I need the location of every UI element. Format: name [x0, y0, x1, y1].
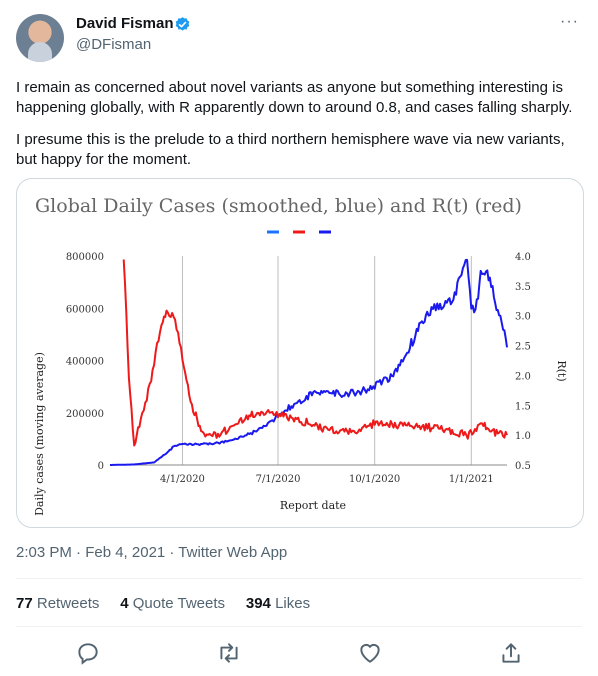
chart-image-card[interactable]: Global Daily Cases (smoothed, blue) and …: [16, 178, 584, 528]
likes-label: Likes: [275, 595, 311, 612]
y2-axis-label: R(t): [555, 360, 568, 381]
y2-tick-label: 2.0: [515, 371, 531, 382]
y2-tick-label: 1.0: [515, 431, 531, 442]
tweet-stats: 77 Retweets 4 Quote Tweets 394 Likes: [16, 595, 310, 612]
y-tick-label: 200000: [66, 409, 104, 420]
retweets-stat[interactable]: 77 Retweets: [16, 595, 99, 612]
chart-lines: [110, 258, 508, 466]
author-handle[interactable]: @DFisman: [76, 36, 152, 53]
y2-tick-label: 3.5: [515, 282, 531, 293]
chart-svg: Global Daily Cases (smoothed, blue) and …: [33, 195, 568, 516]
more-icon[interactable]: ···: [560, 13, 579, 30]
quotes-stat[interactable]: 4 Quote Tweets: [120, 595, 225, 612]
likes-count: 394: [245, 595, 271, 612]
x-tick-label: 7/1/2020: [256, 474, 301, 485]
chart-grid: [110, 256, 507, 466]
divider: [16, 578, 582, 579]
y2-tick-label: 0.5: [515, 461, 531, 472]
y-tick-label: 600000: [66, 304, 104, 315]
y-tick-label: 0: [98, 461, 104, 472]
y2-tick-label: 1.5: [515, 401, 531, 412]
quotes-count: 4: [120, 595, 129, 612]
retweets-label: Retweets: [36, 595, 100, 612]
y-axis-label: Daily cases (moving average): [33, 352, 46, 516]
y-tick-label: 800000: [66, 252, 104, 263]
tweet-text-paragraph-1: I remain as concerned about novel varian…: [16, 79, 573, 116]
avatar[interactable]: [16, 14, 64, 62]
likes-stat[interactable]: 394 Likes: [246, 595, 310, 612]
x-tick-label: 1/1/2021: [449, 474, 494, 485]
author-name[interactable]: David Fisman: [76, 15, 174, 32]
cases-series-line: [110, 258, 508, 466]
y-tick-label: 400000: [66, 357, 104, 368]
x-tick-label: 10/1/2020: [349, 474, 400, 485]
reply-icon[interactable]: [75, 640, 101, 666]
rt-series-line: [122, 259, 508, 447]
x-axis-label: Report date: [280, 499, 346, 512]
y2-tick-label: 2.5: [515, 342, 531, 353]
y2-tick-label: 3.0: [515, 312, 531, 323]
y2-tick-label: 4.0: [515, 252, 531, 263]
chart-title: Global Daily Cases (smoothed, blue) and …: [35, 195, 522, 217]
chart-ticks: 4/1/2020 7/1/2020 10/1/2020 1/1/2021 0 200000…: [66, 252, 531, 485]
like-icon[interactable]: [357, 640, 383, 666]
divider: [16, 626, 582, 627]
quotes-label: Quote Tweets: [132, 595, 226, 612]
retweet-icon[interactable]: [216, 640, 242, 666]
verified-badge-icon: [175, 17, 190, 31]
x-tick-label: 4/1/2020: [160, 474, 205, 485]
tweet-text-paragraph-2: I presume this is the prelude to a third…: [16, 131, 565, 168]
tweet-timestamp[interactable]: 2:03 PM · Feb 4, 2021 · Twitter Web App: [16, 544, 288, 561]
retweets-count: 77: [16, 595, 33, 612]
share-icon[interactable]: [498, 640, 524, 666]
